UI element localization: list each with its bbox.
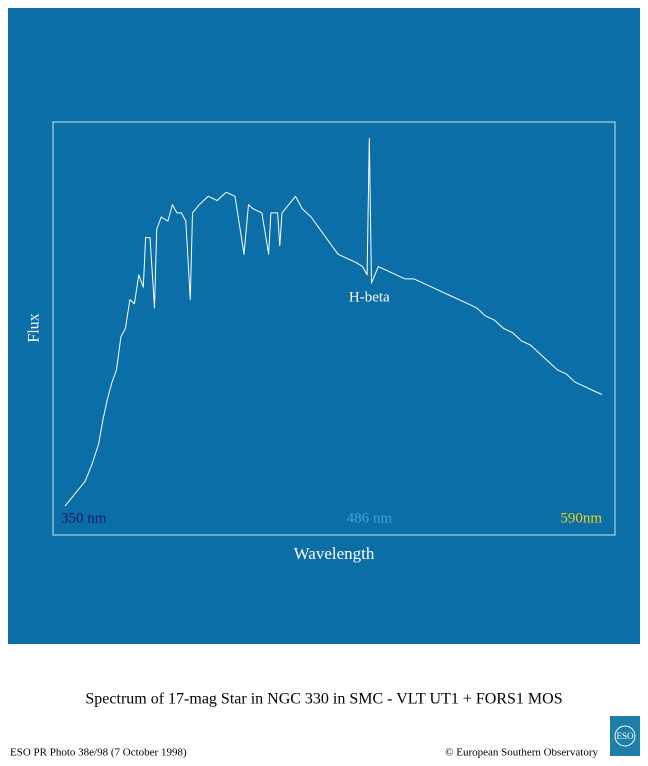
- y-axis-label: Flux: [26, 313, 43, 342]
- panel: [8, 8, 640, 644]
- copyright: © European Southern Observatory: [445, 747, 598, 759]
- x-axis-label: Wavelength: [294, 544, 375, 563]
- annotation: H-beta: [349, 289, 390, 305]
- chart-title: Spectrum of 17-mag Star in NGC 330 in SM…: [85, 691, 562, 708]
- credit: ESO PR Photo 38e/98 (7 October 1998): [10, 747, 187, 759]
- x-tick-label: 590nm: [560, 510, 602, 526]
- x-tick-label: 350 nm: [61, 510, 107, 526]
- spectrum-line: [64, 138, 603, 507]
- plot-frame: [52, 121, 616, 536]
- logo-text: ESO: [616, 731, 634, 741]
- logo-ring: [614, 725, 636, 747]
- x-tick-label: 486 nm: [347, 510, 393, 526]
